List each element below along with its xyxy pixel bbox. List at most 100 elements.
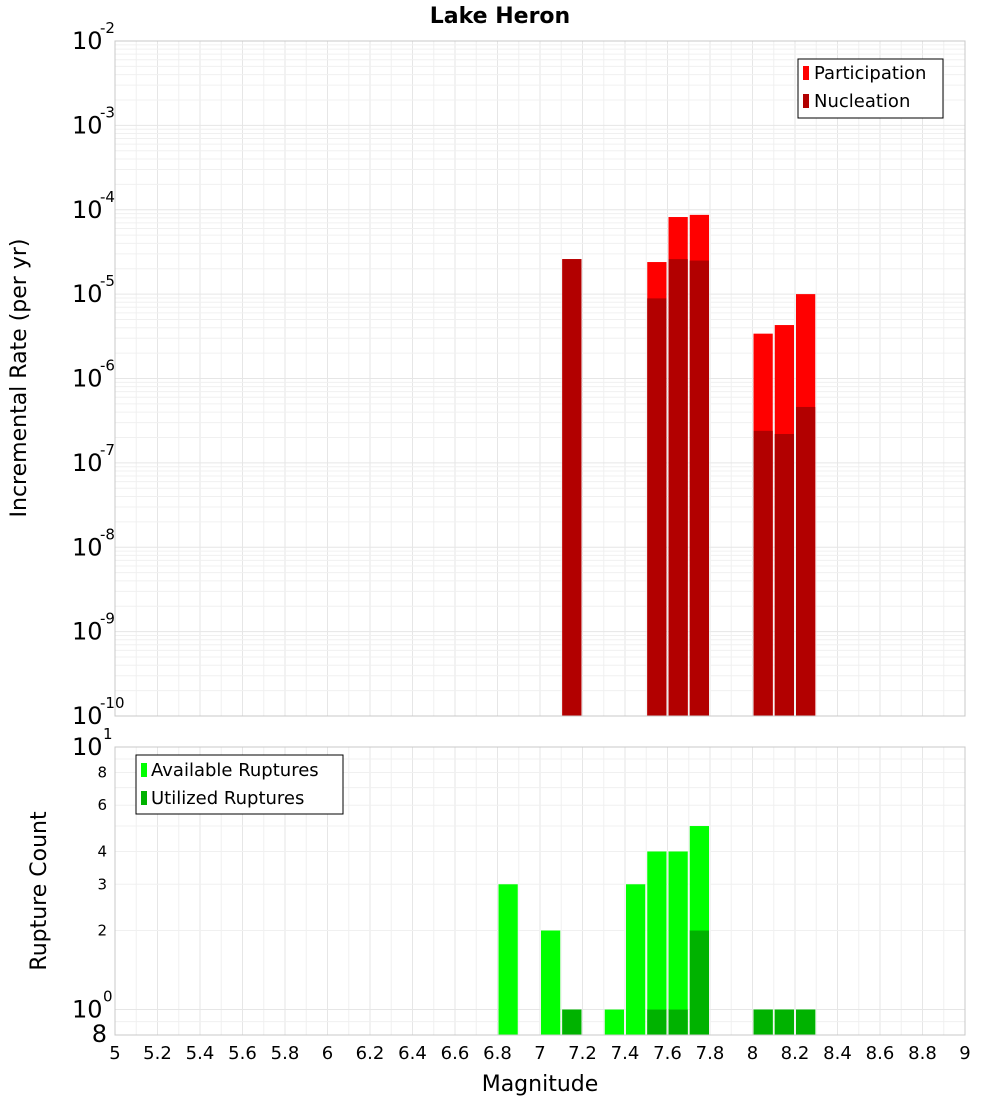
rate-y-tick-base: 10 bbox=[72, 280, 103, 308]
count-y-tick-exp: 0 bbox=[103, 988, 113, 1006]
rate-y-tick-base: 10 bbox=[72, 533, 103, 561]
rate-y-tick-exp: -2 bbox=[100, 19, 115, 37]
rate-y-tick-exp: -5 bbox=[100, 272, 115, 290]
rate-y-tick-base: 10 bbox=[72, 196, 103, 224]
rate-y-tick-base: 10 bbox=[72, 365, 103, 393]
rate-y-tick-base: 10 bbox=[72, 702, 103, 730]
count-y-minor-tick: 4 bbox=[97, 842, 107, 860]
utilized-swatch bbox=[141, 791, 147, 805]
count-y-major-tick: 10 1 bbox=[72, 725, 113, 761]
utilized-ruptures-bar bbox=[689, 930, 709, 1035]
rate-y-tick-exp: -6 bbox=[100, 357, 115, 375]
magnitude-x-tick: 7.4 bbox=[611, 1043, 640, 1064]
rate-legend: Participation Nucleation bbox=[797, 58, 944, 119]
count-y-major-tick: 10 0 bbox=[72, 988, 113, 1024]
utilized-ruptures-bar bbox=[774, 1009, 794, 1035]
available-ruptures-bar bbox=[668, 851, 688, 1035]
available-legend-label: Available Ruptures bbox=[151, 760, 319, 781]
available-ruptures-bar bbox=[498, 884, 518, 1035]
available-ruptures-bar bbox=[604, 1009, 624, 1035]
utilized-ruptures-bar bbox=[668, 1009, 688, 1035]
nucleation-swatch bbox=[803, 94, 809, 108]
magnitude-x-tick: 8.4 bbox=[823, 1043, 852, 1064]
count-y-minor-tick: 8 bbox=[97, 763, 107, 781]
magnitude-x-tick: 7.2 bbox=[568, 1043, 597, 1064]
nucleation-bar bbox=[689, 260, 709, 716]
x-axis-label: Magnitude bbox=[482, 1072, 599, 1097]
count-legend-box bbox=[135, 754, 344, 815]
magnitude-x-tick: 7 bbox=[534, 1043, 545, 1064]
magnitude-x-tick: 8.6 bbox=[866, 1043, 895, 1064]
count-y-axis-label: Rupture Count bbox=[27, 811, 52, 971]
magnitude-x-tick: 5 bbox=[109, 1043, 120, 1064]
rate-y-tick: 10-6 bbox=[72, 357, 115, 393]
rate-grid bbox=[114, 41, 966, 717]
rate-bars bbox=[562, 214, 816, 716]
nucleation-bar bbox=[647, 298, 667, 716]
magnitude-x-tick: 8.8 bbox=[908, 1043, 937, 1064]
magnitude-x-tick: 8.2 bbox=[781, 1043, 810, 1064]
magnitude-x-tick: 5.4 bbox=[186, 1043, 215, 1064]
count-y-minor-tick: 8 bbox=[92, 1020, 107, 1048]
count-y-minor-tick: 3 bbox=[97, 875, 107, 893]
count-y-minor-tick: 2 bbox=[97, 922, 107, 940]
rate-y-tick-exp: -9 bbox=[100, 610, 115, 628]
count-y-minor-tick: 6 bbox=[97, 796, 107, 814]
rate-plot-frame bbox=[114, 40, 966, 717]
nucleation-bar bbox=[796, 406, 816, 716]
utilized-legend-label: Utilized Ruptures bbox=[151, 788, 304, 809]
magnitude-x-tick: 5.2 bbox=[143, 1043, 172, 1064]
rate-legend-box bbox=[797, 58, 944, 119]
count-y-tick-exp: 1 bbox=[103, 725, 113, 743]
magnitude-x-tick: 7.6 bbox=[653, 1043, 682, 1064]
rate-y-tick-exp: -3 bbox=[100, 103, 115, 121]
rate-y-tick: 10-10 bbox=[72, 694, 125, 730]
nucleation-legend-label: Nucleation bbox=[814, 91, 910, 112]
count-bars bbox=[498, 826, 816, 1035]
magnitude-x-tick: 6.2 bbox=[356, 1043, 385, 1064]
utilized-ruptures-bar bbox=[562, 1009, 582, 1035]
magnitude-x-tick: 9 bbox=[959, 1043, 970, 1064]
rate-y-tick-base: 10 bbox=[72, 618, 103, 646]
rate-y-axis-label: Incremental Rate (per yr) bbox=[7, 239, 32, 518]
rate-y-tick: 10-2 bbox=[72, 19, 115, 55]
available-ruptures-bar bbox=[541, 930, 561, 1035]
magnitude-x-tick: 5.8 bbox=[271, 1043, 300, 1064]
rate-y-tick: 10-8 bbox=[72, 525, 115, 561]
nucleation-bar bbox=[774, 433, 794, 716]
rate-y-tick-exp: -4 bbox=[100, 188, 115, 206]
magnitude-x-tick: 7.8 bbox=[696, 1043, 725, 1064]
rate-y-tick: 10-9 bbox=[72, 610, 115, 646]
utilized-ruptures-bar bbox=[753, 1009, 773, 1035]
participation-swatch bbox=[803, 66, 809, 80]
magnitude-x-tick: 6.6 bbox=[441, 1043, 470, 1064]
nucleation-bar bbox=[562, 259, 582, 716]
available-ruptures-bar bbox=[626, 884, 646, 1035]
utilized-ruptures-bar bbox=[647, 1009, 667, 1035]
rate-y-tick-base: 10 bbox=[72, 449, 103, 477]
count-plot-frame bbox=[114, 746, 966, 1036]
available-ruptures-bar bbox=[647, 851, 667, 1035]
rate-y-tick: 10-4 bbox=[72, 188, 115, 224]
magnitude-x-tick: 8 bbox=[747, 1043, 758, 1064]
magnitude-x-tick: 6.4 bbox=[398, 1043, 427, 1064]
rate-y-tick-base: 10 bbox=[72, 111, 103, 139]
rate-y-tick-exp: -8 bbox=[100, 525, 115, 543]
nucleation-bar bbox=[753, 430, 773, 716]
chart-title: Lake Heron bbox=[430, 4, 570, 29]
magnitude-x-tick: 6.8 bbox=[483, 1043, 512, 1064]
magnitude-x-tick: 5.6 bbox=[228, 1043, 257, 1064]
rate-y-tick: 10-3 bbox=[72, 103, 115, 139]
rate-y-tick-exp: -10 bbox=[100, 694, 125, 712]
magnitude-x-tick: 6 bbox=[322, 1043, 333, 1064]
rate-y-tick-exp: -7 bbox=[100, 441, 115, 459]
nucleation-bar bbox=[668, 259, 688, 716]
count-y-tick-base: 10 bbox=[72, 996, 103, 1024]
participation-legend-label: Participation bbox=[814, 63, 926, 84]
rate-y-tick: 10-7 bbox=[72, 441, 115, 477]
rate-y-tick-base: 10 bbox=[72, 27, 103, 55]
